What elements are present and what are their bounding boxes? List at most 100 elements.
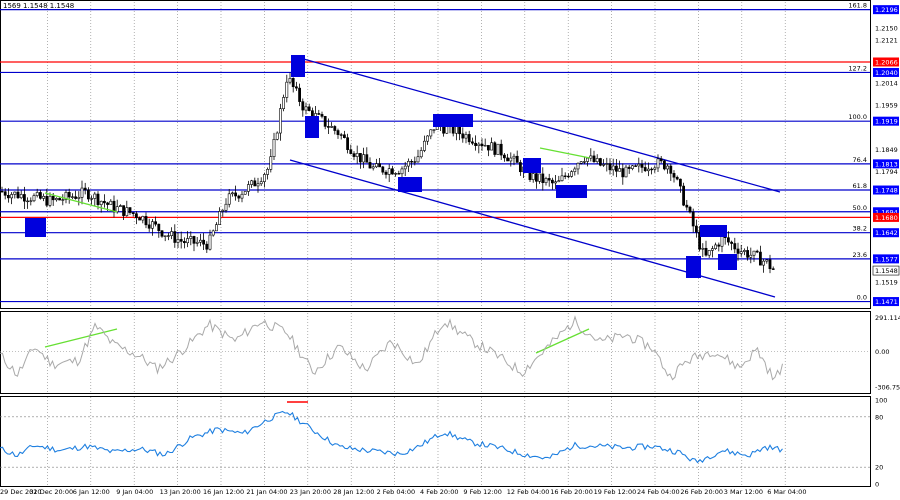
candle-body xyxy=(103,200,106,204)
candle-body xyxy=(0,190,4,193)
candle-body xyxy=(183,241,186,244)
candle-body xyxy=(3,191,7,196)
time-label: 2 Feb 04:00 xyxy=(377,488,416,496)
candle-body xyxy=(131,212,135,214)
candle-body xyxy=(282,97,286,109)
price-tag-label: 1.2040 xyxy=(875,69,898,77)
candle-body xyxy=(550,179,554,184)
candle-body xyxy=(240,193,244,199)
candle-body xyxy=(589,155,593,159)
candle-body xyxy=(582,161,586,163)
candle-body xyxy=(330,126,334,128)
box xyxy=(718,254,737,270)
candle-body xyxy=(653,167,657,170)
time-label: 16 Jan 12:00 xyxy=(203,488,244,496)
candle-body xyxy=(275,132,279,140)
candle-body xyxy=(547,178,551,181)
price-tick: 1.2014 xyxy=(875,79,898,87)
candle-body xyxy=(477,143,481,146)
time-label: 19 Feb 12:00 xyxy=(594,488,637,496)
price-axis: 1.2150 1.2121 1.2014 1.1959 1.1849 1.1794 1.15… xyxy=(872,25,900,489)
candle-body xyxy=(291,78,295,88)
candle-body xyxy=(611,165,615,171)
rsi-tick: 20 xyxy=(875,464,883,472)
candle-body xyxy=(470,141,474,144)
candle-body xyxy=(422,140,426,151)
fib-label: 100.0 xyxy=(848,113,867,121)
candle-body xyxy=(576,162,580,170)
price-panel-frame xyxy=(0,0,871,309)
candle-body xyxy=(288,78,292,83)
candle-body xyxy=(666,165,670,170)
fib-label: 50.0 xyxy=(853,204,867,212)
candle-body xyxy=(432,129,436,131)
time-label: 9 Jan 04:00 xyxy=(116,488,153,496)
candle-body xyxy=(278,108,282,134)
price-tick: 1.2121 xyxy=(875,36,898,44)
candle-body xyxy=(701,247,705,250)
candle-body xyxy=(726,237,730,243)
candle-body xyxy=(765,259,769,262)
candle-body xyxy=(454,126,458,134)
candle-body xyxy=(26,200,30,203)
candle-body xyxy=(106,202,110,205)
time-label: 9 Feb 12:00 xyxy=(463,488,502,496)
candle-body xyxy=(605,163,609,165)
candle-body xyxy=(387,168,391,175)
candle-body xyxy=(272,139,276,157)
rsi-line xyxy=(0,410,783,464)
box xyxy=(398,177,422,192)
candle-body xyxy=(413,161,417,163)
candle-body xyxy=(490,142,494,151)
candle-body xyxy=(135,213,138,219)
divergence-lines xyxy=(44,147,591,403)
candle-body xyxy=(416,156,420,163)
time-label: 16 Feb 20:00 xyxy=(550,488,593,496)
candle-body xyxy=(138,217,142,221)
divergence-line xyxy=(44,192,118,213)
candle-body xyxy=(592,155,596,162)
cci-panel-frame xyxy=(0,311,871,394)
candle-body xyxy=(502,154,506,159)
candle-body xyxy=(662,160,666,170)
candle-body xyxy=(563,175,567,177)
candle-body xyxy=(496,143,500,155)
candle-body xyxy=(678,178,682,187)
candle-body xyxy=(336,130,340,135)
candle-body xyxy=(736,248,740,254)
time-label: 23 Jan 20:00 xyxy=(290,488,331,496)
candle-body xyxy=(298,87,302,102)
price-tag xyxy=(873,57,899,67)
candle-body xyxy=(128,207,132,213)
candle-body xyxy=(384,171,388,175)
cci-line xyxy=(0,315,783,381)
box xyxy=(556,185,587,198)
box xyxy=(433,114,473,127)
candle-body xyxy=(390,168,394,175)
price-tag xyxy=(873,254,899,264)
candle-body xyxy=(262,174,266,182)
cci-indicator xyxy=(0,315,783,381)
candle-body xyxy=(221,210,225,212)
candle-body xyxy=(16,191,20,199)
candle-body xyxy=(250,180,254,185)
candle-body xyxy=(141,216,145,221)
candle-body xyxy=(112,200,116,213)
candle-body xyxy=(742,250,746,252)
candle-body xyxy=(99,200,103,205)
highlight-boxes xyxy=(25,55,737,278)
candle-body xyxy=(560,175,564,181)
price-tag xyxy=(873,67,899,77)
time-label: 21 Jan 04:00 xyxy=(246,488,287,496)
candle-body xyxy=(45,195,49,206)
candle-body xyxy=(758,251,762,266)
candle-body xyxy=(93,193,97,199)
rsi-tick: 80 xyxy=(875,413,883,421)
time-label: 31 Dec 20:00 xyxy=(29,488,73,496)
candle-body xyxy=(307,106,311,111)
candle-body xyxy=(285,81,289,98)
cci-tick: -306.75 xyxy=(875,383,900,391)
candle-body xyxy=(208,234,212,250)
candle-body xyxy=(682,185,686,206)
rsi-tick: 0 xyxy=(875,481,879,489)
